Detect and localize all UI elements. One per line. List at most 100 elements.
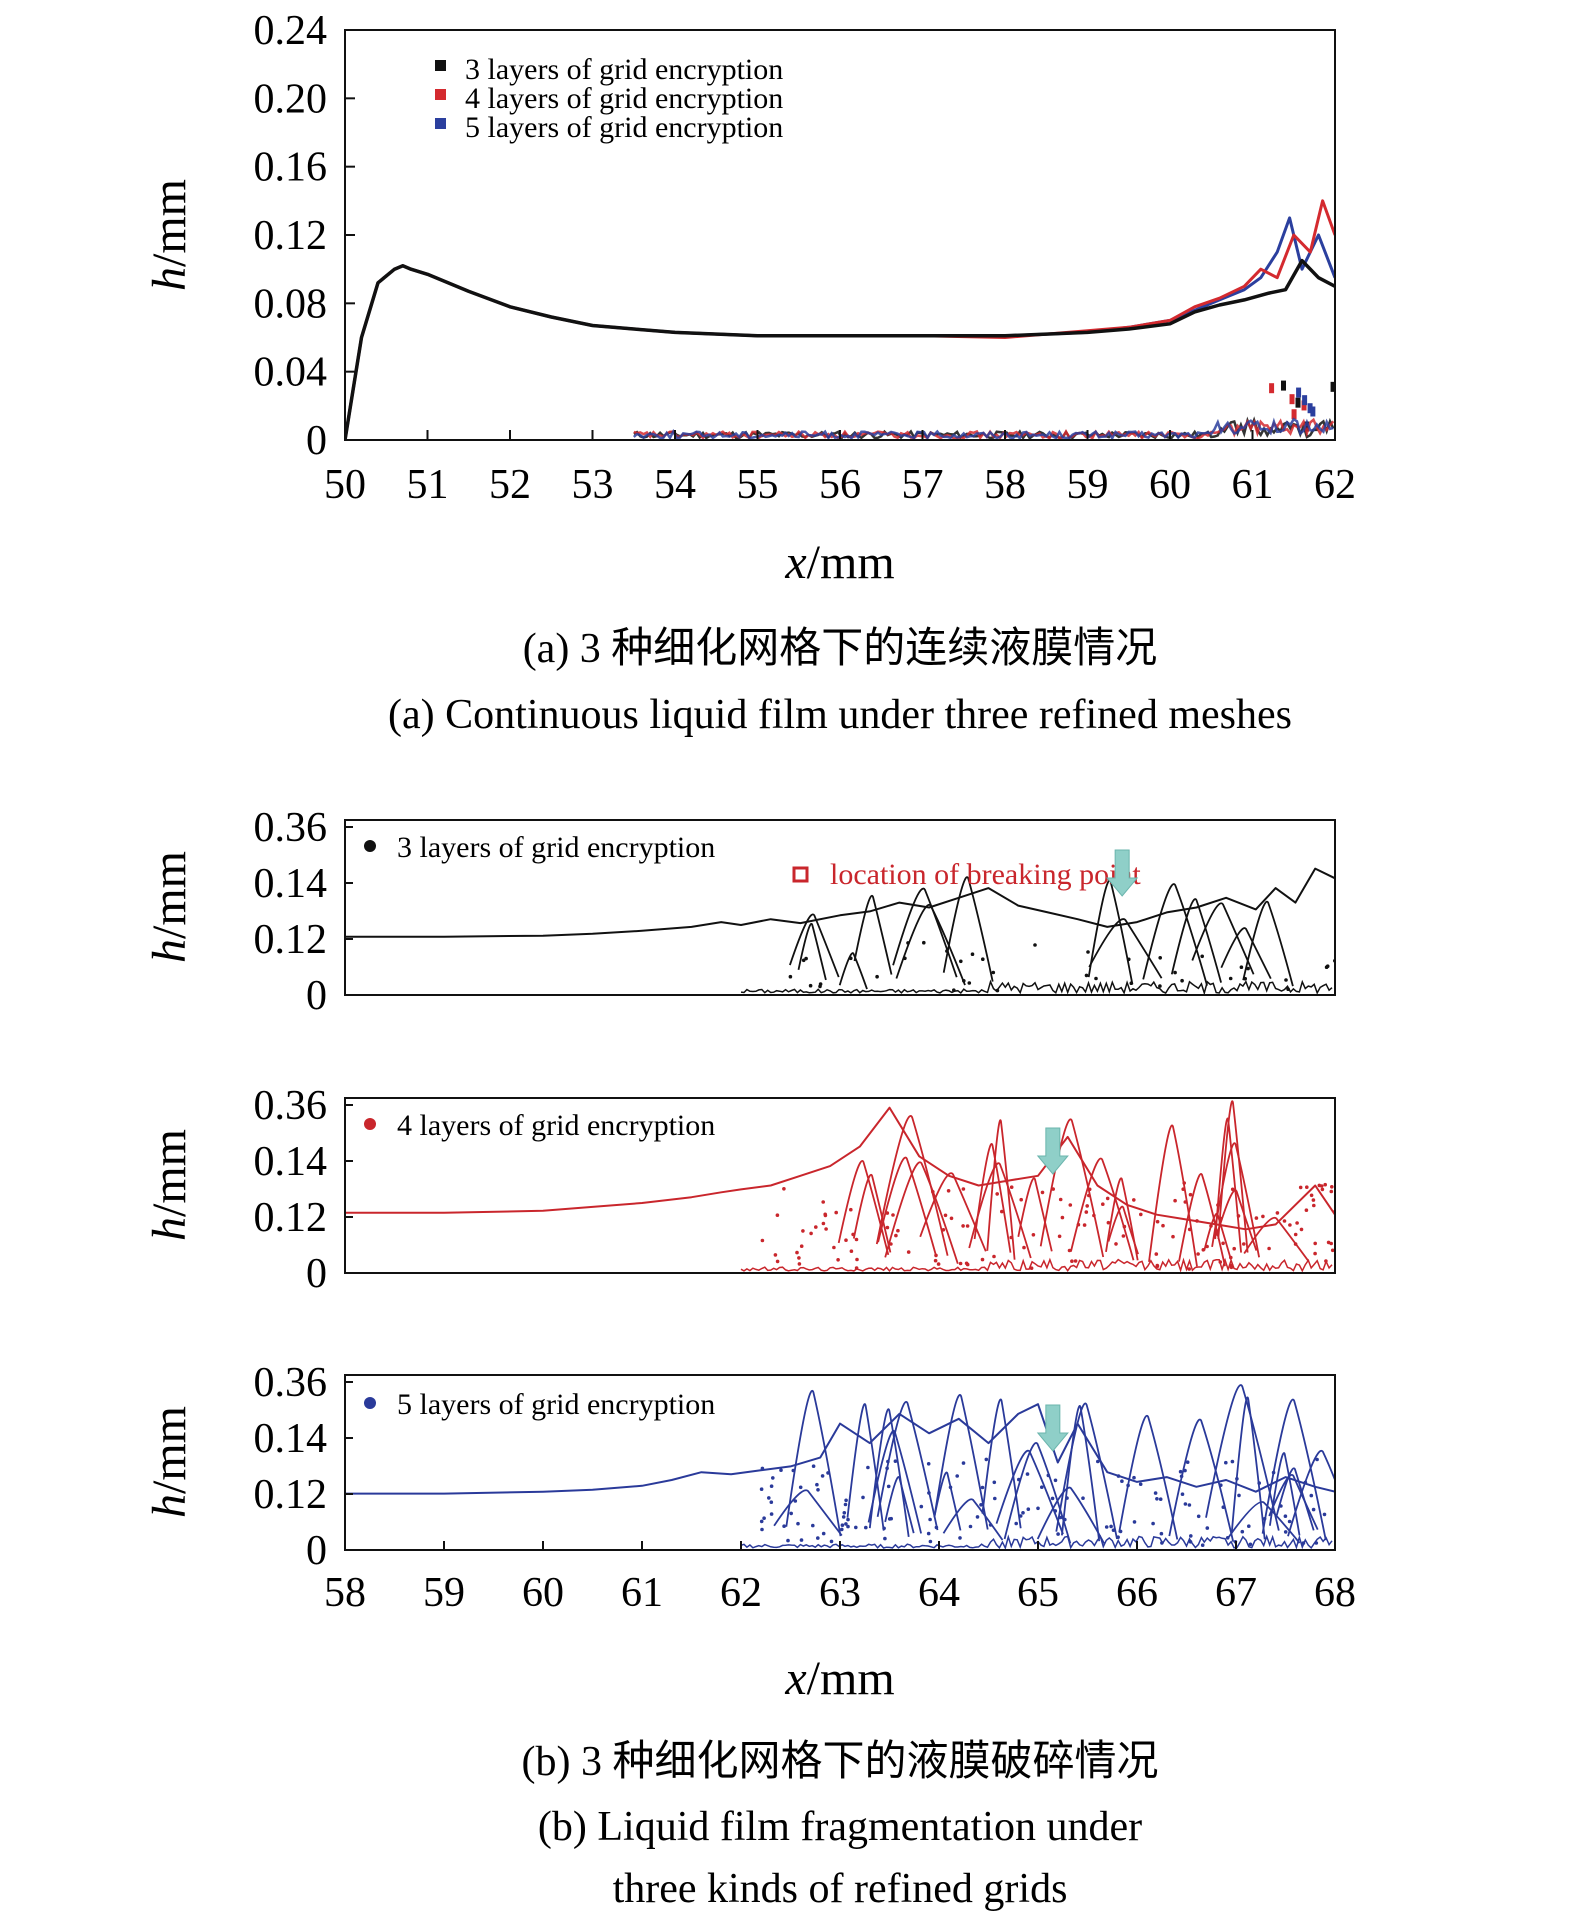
droplet-dot [1116,1474,1121,1478]
droplet-dot [775,1259,780,1264]
droplet-dot [1330,1185,1334,1189]
droplet-dot [1182,1181,1186,1185]
droplet-dot [1120,1479,1124,1483]
droplet-dot [767,1496,771,1500]
droplet-a [1330,381,1335,392]
droplet-dot [1219,1216,1223,1221]
droplet-dot [821,1221,826,1226]
droplet-dot [934,1253,938,1258]
x-axis-label-b: x/mm [784,1652,894,1705]
wall-trace-3-layers [740,979,1333,995]
droplet-dot [1132,1520,1137,1524]
droplet-dot [936,1262,941,1266]
droplet-dot [885,1466,889,1471]
droplet-dot [893,1459,898,1463]
droplet-dot [965,1224,970,1228]
ligament-5-layers [933,1394,989,1530]
droplet-dot [1104,1525,1109,1529]
droplet-dot [955,1474,959,1478]
droplet-dot [1068,1203,1073,1207]
droplet-dot [1221,1505,1226,1509]
droplet-dot [1096,1459,1100,1464]
x-tick-label-b: 58 [324,1570,366,1616]
droplet-dot [1029,1266,1034,1270]
droplet-dot [1239,965,1244,969]
droplet-dot [1158,956,1162,960]
droplet-dot [980,1485,985,1490]
droplet-dot [1101,1202,1105,1206]
droplet-dot [894,1233,898,1238]
x-tick-label-a: 54 [654,462,696,508]
droplet-dot [854,1237,859,1242]
droplet-dot [782,1524,786,1528]
ligament-3-layers [1170,898,1222,983]
droplet-dot [961,1224,965,1228]
ligament-5-layers [1003,1442,1072,1544]
droplet-dot [1025,1472,1030,1476]
droplet-dot [846,1524,850,1529]
legend-marker-3-layers [435,60,446,71]
subpanel-4-layers: 0 0.12 0.14 0.36 4 layers of grid encryptio… [143,1083,1336,1297]
ligament-3-layers [1191,902,1255,975]
droplet-dot [1187,1503,1192,1507]
droplet-dot [1158,1497,1163,1501]
x-tick-label-a: 53 [572,462,614,508]
droplet-dot [799,1244,804,1248]
droplet-dot [1000,1209,1004,1214]
ligament-3-layers [1220,927,1272,980]
breaking-point-arrow-icon [1036,1127,1069,1175]
droplet-dot [809,1231,813,1236]
droplet-dot [1242,1242,1246,1246]
droplet-dot [762,1516,766,1520]
droplet-dot [1324,1259,1328,1263]
droplet-dot [1262,1517,1267,1521]
droplet-dot [1185,1460,1190,1464]
y-tick-label-a: 0.16 [254,145,328,191]
x-axis-label-a: x/mm [784,536,894,589]
ligament-5-layers [995,1449,1064,1535]
droplet-dot [1309,1493,1314,1498]
x-tick-label-b: 65 [1017,1570,1059,1616]
droplet-dot [889,1242,893,1246]
chart-b: 0 0.12 0.14 0.36 3 layers of grid encryptio… [143,805,1356,1912]
droplet-dot [949,1216,954,1221]
droplet-dot [1076,1222,1081,1227]
droplet-dot [1118,1529,1123,1534]
droplet-dot [1305,1185,1309,1189]
ligament-5-layers [1230,1396,1266,1540]
droplet-dot [823,1212,827,1217]
droplet-dot [796,1521,800,1526]
droplet-dot [1188,1192,1193,1197]
droplet-dot [992,1480,997,1485]
droplet-dot [886,1484,891,1489]
droplet-dot [1050,1496,1055,1501]
droplet-a [1296,387,1302,398]
subpanel-5-layers: 0 0.12 0.14 0.36 58 59 60 61 62 63 64 65 66 67 68 5 l… [143,1360,1356,1616]
y-tick-label-a: 0.12 [254,213,328,259]
droplet-dot [1132,1475,1136,1480]
x-tick-label-b: 66 [1116,1570,1158,1616]
droplet-dot [1173,1198,1177,1203]
droplet-dot [1282,1219,1287,1223]
droplet-dot [1081,1496,1085,1500]
droplet-dot [1092,1213,1096,1218]
droplet-dot [818,982,823,986]
droplet-dot [1200,1543,1205,1547]
droplet-dot [961,1461,966,1465]
droplet-dot [769,1512,774,1516]
droplet-dot [1254,1216,1259,1220]
droplet-dot [1058,1197,1063,1202]
droplet-dot [926,1462,931,1466]
droplet-dot [1180,1492,1185,1496]
x-tick-label-a: 61 [1232,462,1274,508]
droplet-dot [992,1254,996,1259]
droplet-dot [846,1517,850,1522]
droplet-dot [928,1517,932,1522]
ligament-5-layers [1275,1467,1315,1531]
droplet-dot [1014,1521,1018,1526]
droplet-dot [760,1466,765,1471]
droplet-dot [1200,954,1204,959]
droplet-dot [801,958,806,963]
breaking-point-arrow-icon [1036,1404,1069,1452]
droplet-dot [933,1258,938,1263]
